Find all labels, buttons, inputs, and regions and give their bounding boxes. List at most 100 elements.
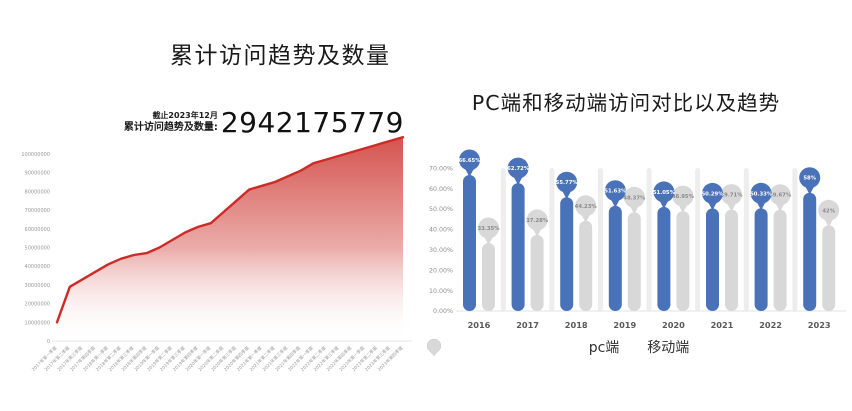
group-separator [743,168,749,311]
cumulative-trend-line [55,136,405,324]
bar-pc-2017 [511,183,525,311]
y-axis-tick: 10000000 [25,320,50,326]
cumulative-total-label: 累计访问趋势及数量: [123,121,218,133]
bubble-pointer-pc-2020 [659,200,669,209]
bubble-pc-2016 [459,149,480,171]
value-label-mobile-2022: 49.67% [769,193,792,199]
bar-pc-2023 [803,192,817,311]
value-label-mobile-2017: 37.28% [526,218,549,224]
legend-mobile-balloon-icon [427,338,441,356]
bubble-pointer-mobile-2018 [581,214,591,223]
value-label-pc-2016: 66.65% [458,158,481,164]
category-label-2017: 2017 [516,320,539,330]
y-axis-tick: 0 [47,339,50,345]
group-separator [598,168,603,311]
chart-legend: pc端 移动端 [426,337,852,357]
value-label-pc-2023: 58% [803,176,816,182]
group-separator [549,168,555,311]
cumulative-total-annotation: 截止2023年12月 累计访问趋势及数量: 2942175779 [123,106,404,139]
y-axis-tick: 20.00% [429,267,453,274]
cumulative-visits-panel: 累计访问趋势及数量 截止2023年12月 累计访问趋势及数量: 29421757… [21,43,412,373]
cumulative-area-fill [57,137,403,341]
value-label-mobile-2018: 44.23% [575,204,598,210]
value-label-pc-2020: 51.05% [653,190,676,196]
value-label-pc-2017: 62.72% [507,166,530,172]
y-axis-tick: 0.00% [433,308,453,315]
value-label-pc-2019: 51.63% [604,189,627,195]
bar-pc-2022 [754,208,768,311]
y-axis-tick: 70.00% [429,165,453,172]
legend-label-mobile: 移动端 [647,340,690,356]
value-label-mobile-2016: 33.35% [477,226,500,232]
pc-mobile-panel: PC端和移动端访问对比以及趋势 0.00% 10.00% 20.00% 30.00% 4… [426,0,852,411]
bar-mobile-2021 [725,209,738,311]
pc-mobile-chart-title: PC端和移动端访问对比以及趋势 [471,91,781,115]
bubble-mobile-2021 [721,184,742,206]
bar-mobile-2018 [579,220,593,311]
bubble-mobile-2017 [526,209,548,231]
value-label-mobile-2021: 49.71% [720,193,743,199]
bubble-mobile-2020 [672,185,694,207]
category-label-2019: 2019 [613,320,636,330]
category-label-2021: 2021 [711,320,734,330]
bubble-pc-2022 [750,182,772,204]
bar-mobile-2017 [530,234,544,311]
bubble-pointer-pc-2023 [805,186,815,195]
bubble-pointer-mobile-2020 [678,204,688,214]
bubble-mobile-2016 [478,217,499,239]
value-label-mobile-2019: 48.37% [623,195,646,201]
bubble-pointer-mobile-2016 [484,236,493,245]
cumulative-area-chart: 0 10000000 20000000 30000000 40000000 5000000… [21,136,412,373]
asof-date-label: 截止2023年12月 [152,111,218,121]
bubble-pointer-pc-2022 [756,201,766,211]
bar-mobile-2019 [627,212,641,311]
value-label-mobile-2020: 48.95% [672,194,695,200]
bubble-pc-2021 [702,182,723,204]
cumulative-chart-title: 累计访问趋势及数量 [170,43,391,69]
legend-item-pc[interactable]: pc端 [427,337,620,357]
category-label-2022: 2022 [759,320,782,330]
legend-label-pc: pc端 [588,340,620,356]
y-axis-tick: 90000000 [25,171,50,177]
bar-pc-2020 [657,206,671,311]
bubble-pointer-pc-2018 [562,190,572,200]
bubble-pointer-mobile-2022 [775,203,785,212]
y-axis-tick: 10.00% [429,288,453,295]
bubble-pointer-pc-2016 [465,168,474,177]
bar-pc-2018 [560,197,574,311]
bubble-mobile-2018 [575,195,597,217]
bubble-pointer-pc-2017 [513,176,523,186]
bubble-pointer-mobile-2019 [629,205,639,215]
bubble-pc-2017 [507,157,529,179]
bubble-pointer-pc-2019 [610,199,620,208]
bar-pc-2016 [463,175,476,311]
bubble-pc-2018 [556,171,578,193]
y-axis-tick: 60.00% [429,186,453,193]
pc-mobile-bar-chart: 0.00% 10.00% 20.00% 30.00% 40.00% 50.00% 60.00… [429,149,846,330]
y-axis-tick: 20000000 [25,302,50,308]
y-axis-tick: 40000000 [25,264,50,270]
y-axis-tick: 50.00% [429,206,453,213]
y-axis-tick: 80000000 [25,189,50,195]
category-label-2018: 2018 [565,320,588,330]
bar-pc-2019 [608,205,622,311]
group-separator [695,168,701,311]
y-axis-tick: 40.00% [429,227,453,234]
category-label-2020: 2020 [662,320,685,330]
legend-item-mobile[interactable]: 移动端 [427,337,690,357]
value-label-pc-2018: 55.77% [556,180,579,186]
bubble-pointer-mobile-2021 [727,203,736,212]
y-axis-tick: 60000000 [25,227,50,233]
bubble-pointer-mobile-2023 [824,218,834,228]
bubble-pointer-pc-2021 [708,201,717,211]
category-label-2023: 2023 [808,320,831,330]
bubble-pointer-mobile-2017 [532,228,542,237]
cumulative-total-value: 2942175779 [220,106,404,139]
y-axis-tick: 30.00% [429,247,453,254]
bubble-mobile-2023 [818,199,840,221]
y-axis-tick: 100000000 [21,152,50,158]
bar-mobile-2023 [822,225,836,311]
bubble-pc-2019 [604,180,626,202]
group-separator [792,168,798,311]
bar-pc-2021 [706,208,719,311]
